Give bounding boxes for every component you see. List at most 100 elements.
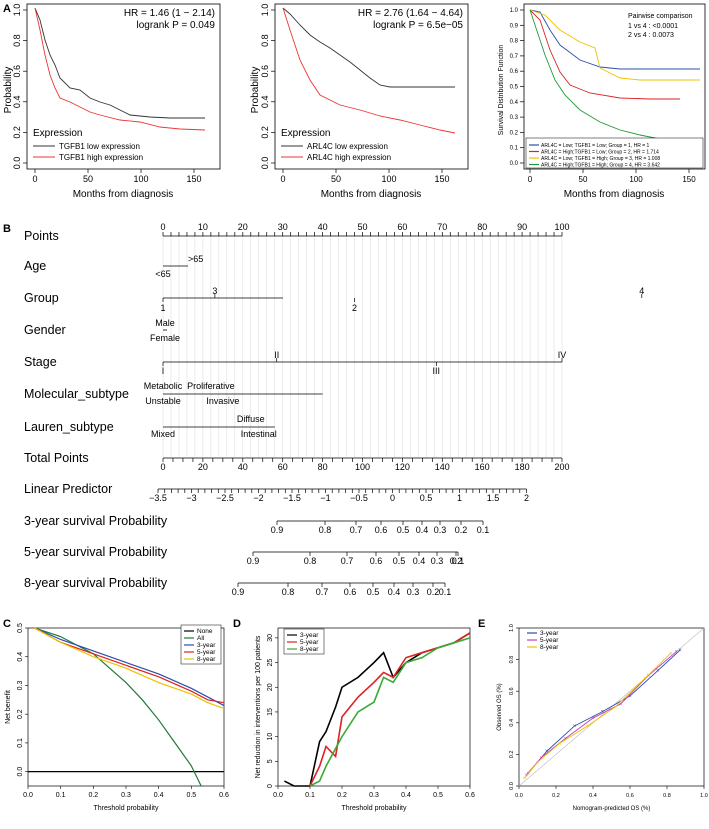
chart-e-point: × <box>545 749 549 755</box>
surv8-tick-label: 0.9 <box>232 587 245 597</box>
surv5-tick-label: 0.5 <box>393 556 406 566</box>
chart-e-point: × <box>643 677 647 683</box>
lauren-label-bottom: Intestinal <box>241 429 277 439</box>
km2-ytick-label: 1.0 <box>260 4 270 17</box>
km1-x-ticks: 0 50 100 150 <box>32 169 202 184</box>
points-tick-label: 30 <box>278 222 288 232</box>
km3-pairwise-2: 2 vs 4 : 0.0073 <box>628 32 674 39</box>
chart-d-xtick-label: 0.0 <box>273 792 283 799</box>
surv3-tick-label: 0.7 <box>350 525 363 535</box>
chart-d-xtick-label: 0.5 <box>433 792 443 799</box>
nomogram-row-label: Group <box>24 291 59 305</box>
km1-xlabel: Months from diagnosis <box>73 189 174 200</box>
chart-c-ylabel: Net benefit <box>5 690 12 724</box>
chart-e-point: × <box>647 673 651 679</box>
surv5-tick-label: 0.3 <box>431 556 444 566</box>
surv8-tick-label: 0.8 <box>282 587 295 597</box>
surv3-tick-label: 0.1 <box>477 525 490 535</box>
lp-tick-label: 0 <box>390 493 395 503</box>
total-tick-label: 100 <box>355 462 370 472</box>
chart-e-legend-label: 5-year <box>540 637 559 644</box>
km1-frame <box>26 3 221 170</box>
chart-c-xtick-label: 0.6 <box>219 792 229 799</box>
chart-e-point: × <box>586 724 590 730</box>
decision-curve-chart: 0.0 0.1 0.2 0.3 0.4 0.5 0.6 0.0 0.1 0.2 0.3 0.4 0.5 T… <box>5 623 229 812</box>
chart-c-ytick-label: 0.2 <box>17 709 24 719</box>
km3-ytick-label: 0.8 <box>510 39 519 45</box>
km3-legend-label: ARL4C = Low; TGFB1 = High; Group = 3, HR… <box>541 156 660 162</box>
surv8-tick-label: 0.5 <box>367 587 380 597</box>
km3-ytick-label: 1.0 <box>510 8 519 14</box>
km3-x-ticks: 0 50 100 150 <box>528 169 696 184</box>
chart-e-ytick-label: 0.0 <box>509 782 515 790</box>
points-tick-label: 60 <box>397 222 407 232</box>
km2-ytick-label: 0.2 <box>260 126 270 139</box>
chart-e-xlabel: Nomogram-predicted OS (%) <box>573 806 651 812</box>
nomogram-row-label: 5-year survival Probability <box>24 545 168 559</box>
km3-legend: ARL4C = Low; TGFB1 = Low; Group = 1, HR … <box>525 137 704 169</box>
chart-d-ylabel: Net reduction in interventions per 100 p… <box>255 635 262 778</box>
km3-y-ticks: 0.0 0.1 0.2 0.3 0.4 0.5 0.6 0.7 0.8 0.9 1.0 <box>510 8 524 167</box>
chart-e-point: × <box>628 694 632 700</box>
surv8-tick-label: 0.6 <box>344 587 357 597</box>
km2-high-curve <box>282 7 456 134</box>
points-tick-label: 20 <box>238 222 248 232</box>
km2-frame <box>274 3 469 170</box>
km3-ytick-label: 0.9 <box>510 23 519 29</box>
chart-d-xtick-label: 0.6 <box>465 792 475 799</box>
chart-c-ytick-label: 0.0 <box>17 767 24 777</box>
gender-label-bottom: Female <box>150 333 180 343</box>
km3-legend-label: ARL4C = High;TGFB1 = High; Group = 4, HR… <box>541 163 660 169</box>
km3-ylabel: Survival Distribution Function <box>498 45 505 136</box>
km1-ytick-label: 0.4 <box>12 96 22 109</box>
surv3-tick-label: 0.8 <box>319 525 332 535</box>
km3-ytick-label: 0.3 <box>510 115 519 121</box>
km2-xtick-label: 0 <box>280 174 285 184</box>
km1-y-ticks: 0.0 0.2 0.4 0.6 0.8 1.0 <box>12 4 27 169</box>
molecular-label-bottom: Unstable <box>145 396 181 406</box>
surv5-tick-label: 0.2 <box>450 556 463 566</box>
chart-e-point: × <box>619 702 623 708</box>
total-tick-label: 0 <box>160 462 165 472</box>
surv5-tick-label: 0.9 <box>247 556 260 566</box>
surv8-tick-label: 0.1 <box>439 587 452 597</box>
chart-e-ytick-label: 0.8 <box>509 656 515 664</box>
km3-ytick-label: 0.1 <box>510 146 519 152</box>
chart-e-point: × <box>526 771 530 777</box>
km3-group1-curve <box>529 9 700 70</box>
clinical-impact-chart: 0.0 0.1 0.2 0.3 0.4 0.5 0.6 0 5 10 15 20 25 30 Thresho… <box>255 627 475 812</box>
chart-e-xtick-label: 0.6 <box>626 793 634 799</box>
surv3-tick-label: 0.6 <box>375 525 388 535</box>
molecular-label-bottom: Invasive <box>206 396 239 406</box>
stage-label: III <box>433 366 441 376</box>
chart-c-ytick-label: 0.5 <box>17 623 24 633</box>
surv8-tick-label: 0.3 <box>407 587 420 597</box>
chart-e-xtick-label: 0.8 <box>663 793 671 799</box>
nomogram-row-label: Points <box>24 229 59 243</box>
chart-d-ytick-label: 30 <box>267 634 274 642</box>
chart-c-legend-label: All <box>197 635 205 642</box>
km-plot-1: Probability Months from diagnosis 0.0 0.2… <box>3 3 221 200</box>
total-tick-label: 160 <box>475 462 490 472</box>
chart-e-legend-label: 3-year <box>540 630 559 637</box>
nomogram-row-label: 3-year survival Probability <box>24 514 168 528</box>
panel-label-e: E <box>478 618 485 630</box>
km2-ytick-label: 0.6 <box>260 65 270 78</box>
chart-c-legend-label: 8-year <box>197 656 216 663</box>
surv5-tick-label: 0.1 <box>452 556 465 566</box>
km2-p-text: logrank P = 6.5e−05 <box>373 20 463 31</box>
lp-tick-label: −2.5 <box>216 493 234 503</box>
chart-e-ytick-label: 0.6 <box>509 687 515 695</box>
lp-tick-label: 1.5 <box>487 493 500 503</box>
chart-d-xlabel: Threshold probability <box>342 805 407 812</box>
km3-ytick-label: 0.0 <box>510 161 519 167</box>
km1-xtick-label: 100 <box>133 174 148 184</box>
lp-tick-label: −3.5 <box>149 493 167 503</box>
gender-label-top: Male <box>155 318 175 328</box>
km3-xtick-label: 100 <box>629 175 643 184</box>
km1-ytick-label: 0.2 <box>12 126 22 139</box>
km3-ytick-label: 0.5 <box>510 85 519 91</box>
points-tick-label: 40 <box>318 222 328 232</box>
km-plot-2: Probability Months from diagnosis 0.0 0.2… <box>250 3 469 200</box>
